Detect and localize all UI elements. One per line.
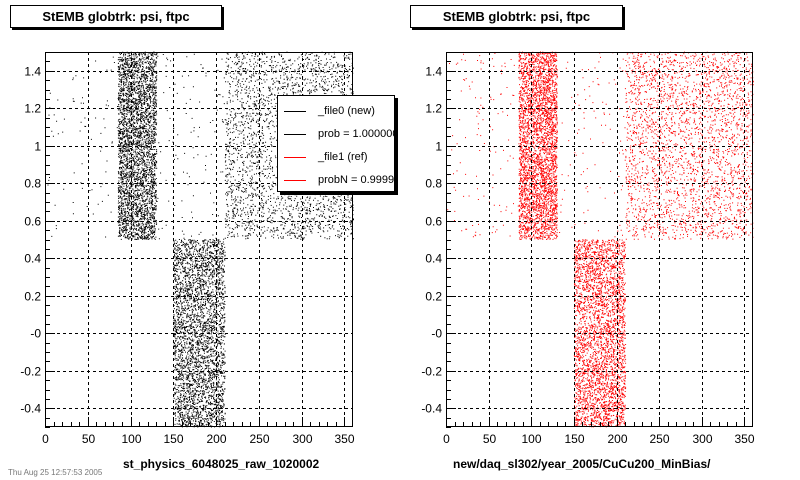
legend-entry-file1: _file1 (ref) bbox=[284, 150, 368, 164]
y-tick-label: 1 bbox=[435, 140, 442, 154]
y-tick-label: 0.4 bbox=[425, 252, 442, 266]
y-tick-label: 0.6 bbox=[24, 215, 41, 229]
y-tick-label: 0.2 bbox=[425, 290, 442, 304]
x-tick-label: 50 bbox=[82, 432, 96, 446]
y-tick-label: 1.4 bbox=[24, 65, 41, 79]
y-tick-label: -0 bbox=[30, 327, 41, 341]
chart-title-right: StEMB globtrk: psi, ftpc bbox=[410, 5, 623, 28]
x-tick-label: 200 bbox=[206, 432, 226, 446]
x-tick-label: 200 bbox=[607, 432, 627, 446]
legend-swatch bbox=[284, 110, 306, 112]
x-tick-label: 150 bbox=[564, 432, 584, 446]
legend-label: probN = 0.999999 bbox=[318, 174, 395, 186]
x-tick-label: 350 bbox=[334, 432, 354, 446]
grid bbox=[446, 52, 753, 427]
legend: _file0 (new) prob = 1.000000 _file1 (ref… bbox=[277, 95, 395, 192]
y-tick-label: 0.8 bbox=[425, 177, 442, 191]
scatter-point-cloud bbox=[446, 51, 754, 428]
y-axis: -0.4 -0.2 -0 0.2 0.4 0.6 0.8 1 1.2 1.4 bbox=[421, 52, 456, 428]
x-tick-label: 300 bbox=[692, 432, 712, 446]
x-tick-label: 0 bbox=[42, 432, 49, 446]
y-tick-label: 1 bbox=[34, 140, 41, 154]
y-tick-label: 0.6 bbox=[425, 215, 442, 229]
plot-frame bbox=[446, 52, 753, 427]
legend-swatch bbox=[284, 133, 306, 135]
x-tick-label: 50 bbox=[483, 432, 497, 446]
y-tick-label: 1.2 bbox=[425, 102, 442, 116]
x-tick-label: 100 bbox=[521, 432, 541, 446]
x-axis: 0 50 100 150 200 250 300 350 bbox=[443, 417, 755, 446]
x-tick-label: 0 bbox=[443, 432, 450, 446]
y-tick-label: 0.4 bbox=[24, 252, 41, 266]
legend-swatch bbox=[284, 156, 306, 158]
y-tick-label: 1.4 bbox=[425, 65, 442, 79]
x-tick-label: 250 bbox=[249, 432, 269, 446]
y-tick-label: -0.2 bbox=[421, 365, 442, 379]
y-tick-label: 0.8 bbox=[24, 177, 41, 191]
scatter-points bbox=[446, 51, 754, 428]
x-tick-label: 250 bbox=[649, 432, 669, 446]
y-tick-label: -0.4 bbox=[20, 402, 41, 416]
y-tick-label: -0.4 bbox=[421, 402, 442, 416]
legend-label: _file0 (new) bbox=[318, 105, 375, 117]
y-tick-label: -0.2 bbox=[20, 365, 41, 379]
legend-label: _file1 (ref) bbox=[318, 151, 368, 163]
legend-swatch bbox=[284, 179, 306, 181]
x-tick-label: 350 bbox=[734, 432, 754, 446]
x-tick-label: 100 bbox=[121, 432, 141, 446]
x-axis-label-left: st_physics_6048025_raw_1020002 bbox=[123, 457, 320, 471]
legend-entry-probN: probN = 0.999999 bbox=[284, 173, 395, 187]
x-tick-label: 150 bbox=[163, 432, 183, 446]
legend-label: prob = 1.000000 bbox=[318, 128, 395, 140]
y-tick-label: 0.2 bbox=[24, 290, 41, 304]
y-tick-label: -0 bbox=[431, 327, 442, 341]
timestamp-footer: Thu Aug 25 12:57:53 2005 bbox=[8, 468, 103, 477]
x-axis-label-right: new/daq_sl302/year_2005/CuCu200_MinBias/ bbox=[453, 457, 711, 471]
x-tick-label: 300 bbox=[292, 432, 312, 446]
y-axis: -0.4 -0.2 -0 0.2 0.4 0.6 0.8 1 1.2 1.4 bbox=[20, 52, 55, 428]
x-axis: 0 50 100 150 200 250 300 350 bbox=[42, 417, 355, 446]
y-tick-label: 1.2 bbox=[24, 102, 41, 116]
legend-entry-prob: prob = 1.000000 bbox=[284, 127, 395, 141]
legend-entry-file0: _file0 (new) bbox=[284, 104, 375, 118]
chart-title-left: StEMB globtrk: psi, ftpc bbox=[10, 5, 222, 28]
